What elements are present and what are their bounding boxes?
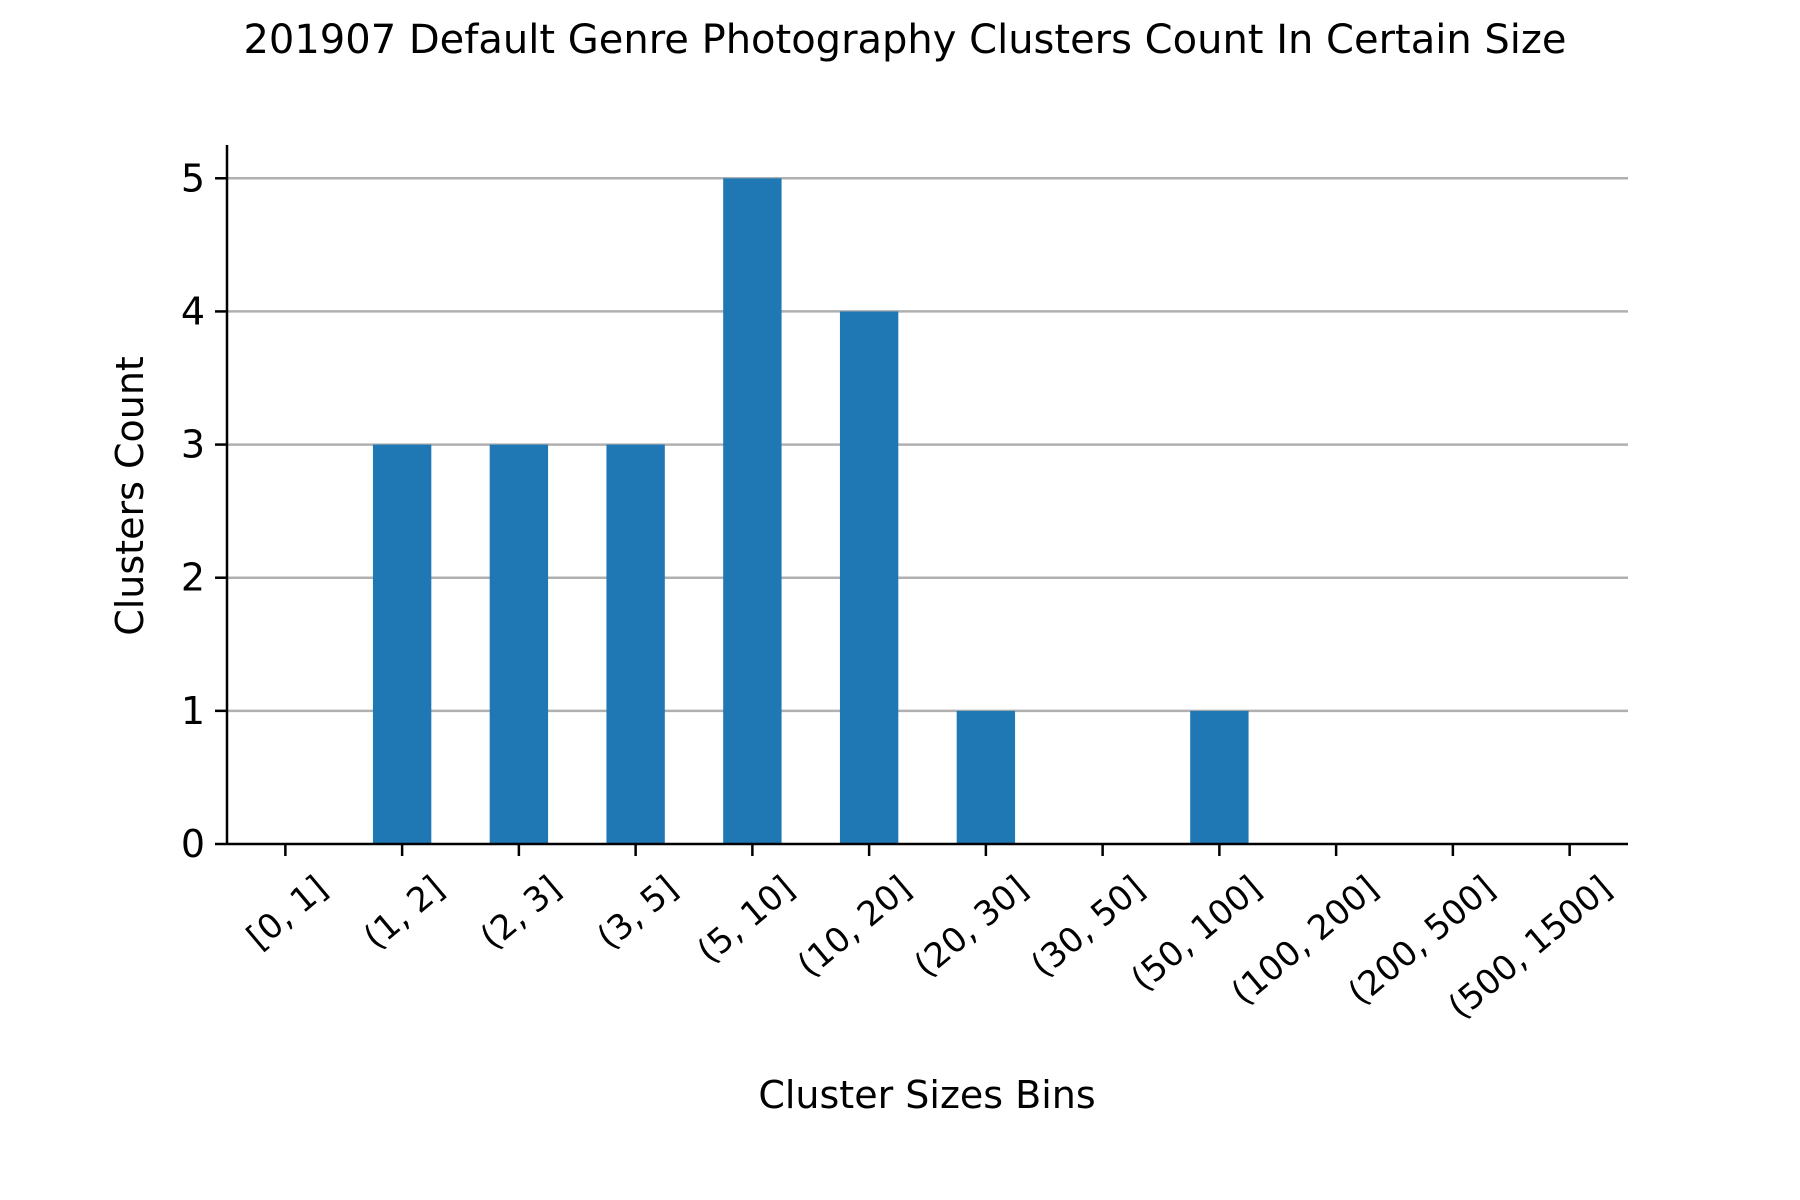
bar — [839, 311, 899, 844]
x-tick-label: (20, 30] — [907, 868, 1036, 985]
y-tick-label: 2 — [181, 556, 205, 600]
bar — [956, 710, 1016, 844]
y-tick-label: 5 — [181, 156, 205, 200]
chart-title: 201907 Default Genre Photography Cluster… — [243, 17, 1566, 63]
x-tick-label: [0, 1] — [239, 868, 335, 957]
y-tick-label: 1 — [181, 689, 205, 733]
x-tick-label: (2, 3] — [473, 868, 569, 957]
x-tick-label: (5, 10] — [690, 868, 802, 971]
bar — [489, 444, 549, 844]
grid-lines — [227, 177, 1628, 713]
axes — [225, 145, 1628, 846]
bar — [372, 444, 432, 844]
x-tick-label: (10, 20] — [790, 868, 919, 985]
x-tick-label: (1, 2] — [356, 868, 452, 957]
y-tick-label: 4 — [181, 289, 205, 333]
bar — [1190, 710, 1249, 844]
x-axis-label: Cluster Sizes Bins — [758, 1073, 1095, 1117]
bar — [723, 178, 782, 845]
x-ticks: [0, 1] (1, 2] (2, 3] (3, 5] (5, 10](10, 20](… — [239, 844, 1619, 1027]
bar — [606, 444, 665, 844]
x-tick-label: (3, 5] — [590, 868, 686, 957]
y-axis-label: Clusters Count — [108, 356, 152, 636]
y-ticks: 0 1 2 3 4 5 — [181, 156, 227, 866]
y-tick-label: 0 — [181, 822, 205, 866]
y-tick-label: 3 — [181, 423, 205, 467]
bars — [372, 178, 1249, 845]
